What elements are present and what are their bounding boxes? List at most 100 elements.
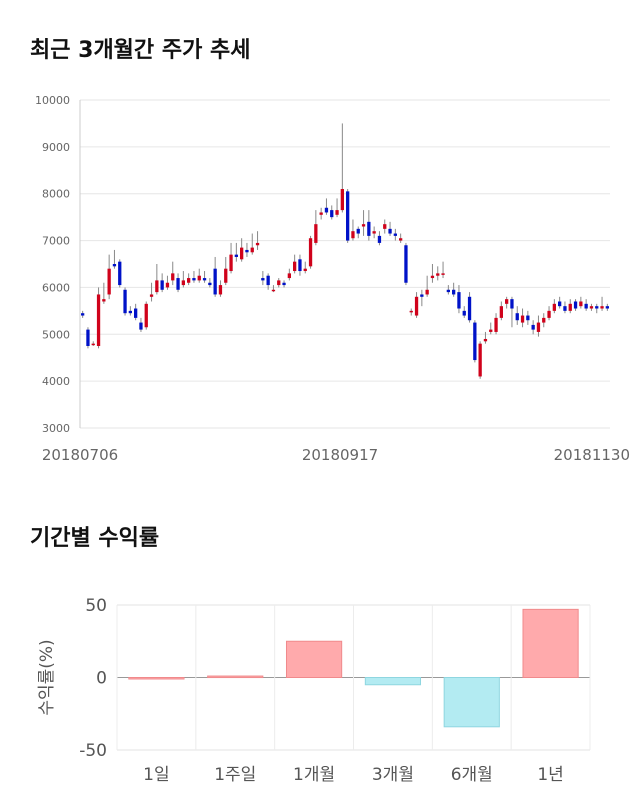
candle-body	[282, 282, 286, 286]
candle-body	[420, 294, 424, 297]
candle-body	[605, 306, 609, 309]
y-tick-label: 6000	[42, 281, 70, 294]
candle-body	[393, 233, 397, 236]
candle-body	[425, 289, 429, 295]
candle-body	[213, 268, 217, 295]
candle-body	[377, 235, 382, 243]
candle-body	[187, 278, 191, 283]
candle-body	[245, 249, 249, 253]
candle-body	[165, 282, 170, 288]
candle-body	[494, 317, 498, 332]
candle-body	[595, 306, 599, 309]
candle-body	[319, 212, 323, 215]
candle-body	[515, 313, 519, 321]
candle-body	[361, 224, 366, 227]
candle-body	[139, 322, 143, 330]
candle-body	[483, 338, 488, 342]
x-tick-label: 1주일	[214, 765, 256, 785]
return-bar	[443, 677, 500, 728]
return-bar	[128, 677, 185, 680]
return-bar	[207, 675, 264, 679]
candle-body	[356, 228, 360, 234]
return-bar	[522, 608, 579, 679]
y-tick-label: 5000	[42, 328, 70, 341]
candle-body	[266, 275, 270, 286]
candle-body	[314, 224, 318, 243]
y-tick-label: 7000	[42, 235, 70, 248]
candle-body	[436, 273, 440, 276]
candle-body	[351, 231, 355, 239]
candle-body	[181, 280, 185, 286]
candle-body	[287, 273, 291, 279]
candle-body	[335, 210, 339, 215]
candle-body	[224, 268, 228, 283]
candle-body	[128, 310, 132, 314]
candle-body	[462, 310, 466, 316]
candle-body	[346, 191, 350, 241]
candle-body	[457, 292, 461, 309]
candle-body	[208, 282, 212, 286]
candle-body	[414, 296, 419, 316]
candle-body	[149, 294, 154, 297]
price-trend-title: 최근 3개월간 주가 추세	[30, 38, 251, 63]
y-tick-label: -50	[79, 741, 107, 761]
candle-body	[367, 221, 371, 236]
candle-body	[202, 278, 207, 281]
x-tick-label: 3개월	[372, 765, 414, 785]
candle-body	[388, 228, 392, 234]
candle-body	[81, 313, 85, 316]
y-axis-label: 수익률(%)	[37, 639, 57, 715]
return-bar	[285, 640, 343, 678]
candle-body	[197, 275, 201, 281]
candle-body	[452, 289, 456, 295]
y-tick-label: 10000	[35, 94, 70, 107]
candle-body	[531, 324, 535, 330]
y-tick-label: 3000	[42, 422, 70, 435]
candle-body	[155, 280, 159, 293]
candle-body	[303, 268, 307, 272]
candle-body	[240, 247, 244, 260]
candle-body	[579, 301, 583, 307]
candle-body	[489, 329, 493, 332]
candle-body	[573, 301, 578, 309]
candle-body	[467, 296, 472, 321]
candle-body	[250, 247, 254, 253]
candle-body	[430, 275, 435, 279]
candle-body	[261, 278, 265, 281]
return-bar-chart: 50 0 -50 1일 1주일 1개월 3개월 6개월 1년 수익률(%)	[37, 596, 591, 785]
candle-body	[542, 317, 546, 323]
candle-body	[563, 306, 567, 311]
candle-body	[134, 308, 138, 318]
candle-body	[324, 207, 329, 213]
candle-body	[102, 299, 106, 302]
period-return-title: 기간별 수익률	[30, 526, 160, 551]
candle-body	[277, 280, 281, 286]
candle-body	[441, 273, 445, 275]
candle-body	[547, 310, 551, 318]
candle-body	[160, 280, 164, 290]
y-tick-label: 9000	[42, 141, 70, 154]
candle-body	[192, 278, 196, 281]
candle-body	[510, 299, 514, 309]
candle-body	[399, 238, 403, 241]
candle-body	[505, 299, 509, 304]
x-tick-label: 1개월	[293, 765, 335, 785]
candle-body	[91, 343, 95, 346]
candle-body	[308, 238, 313, 267]
candle-body	[171, 273, 175, 281]
candle-body	[584, 303, 588, 309]
x-tick-label: 1일	[143, 765, 169, 785]
return-bar	[364, 677, 422, 686]
candle-body	[383, 224, 387, 229]
candle-body	[234, 254, 238, 257]
candle-body	[473, 322, 477, 361]
candle-body	[600, 306, 604, 309]
x-tick-label: 20181130	[554, 446, 630, 464]
candle-body	[520, 315, 525, 323]
candle-body	[123, 289, 127, 314]
x-tick-label: 1년	[537, 765, 563, 785]
candle-body	[478, 343, 482, 377]
candle-body	[404, 245, 408, 283]
candle-body	[298, 259, 302, 272]
candle-body	[112, 264, 117, 267]
